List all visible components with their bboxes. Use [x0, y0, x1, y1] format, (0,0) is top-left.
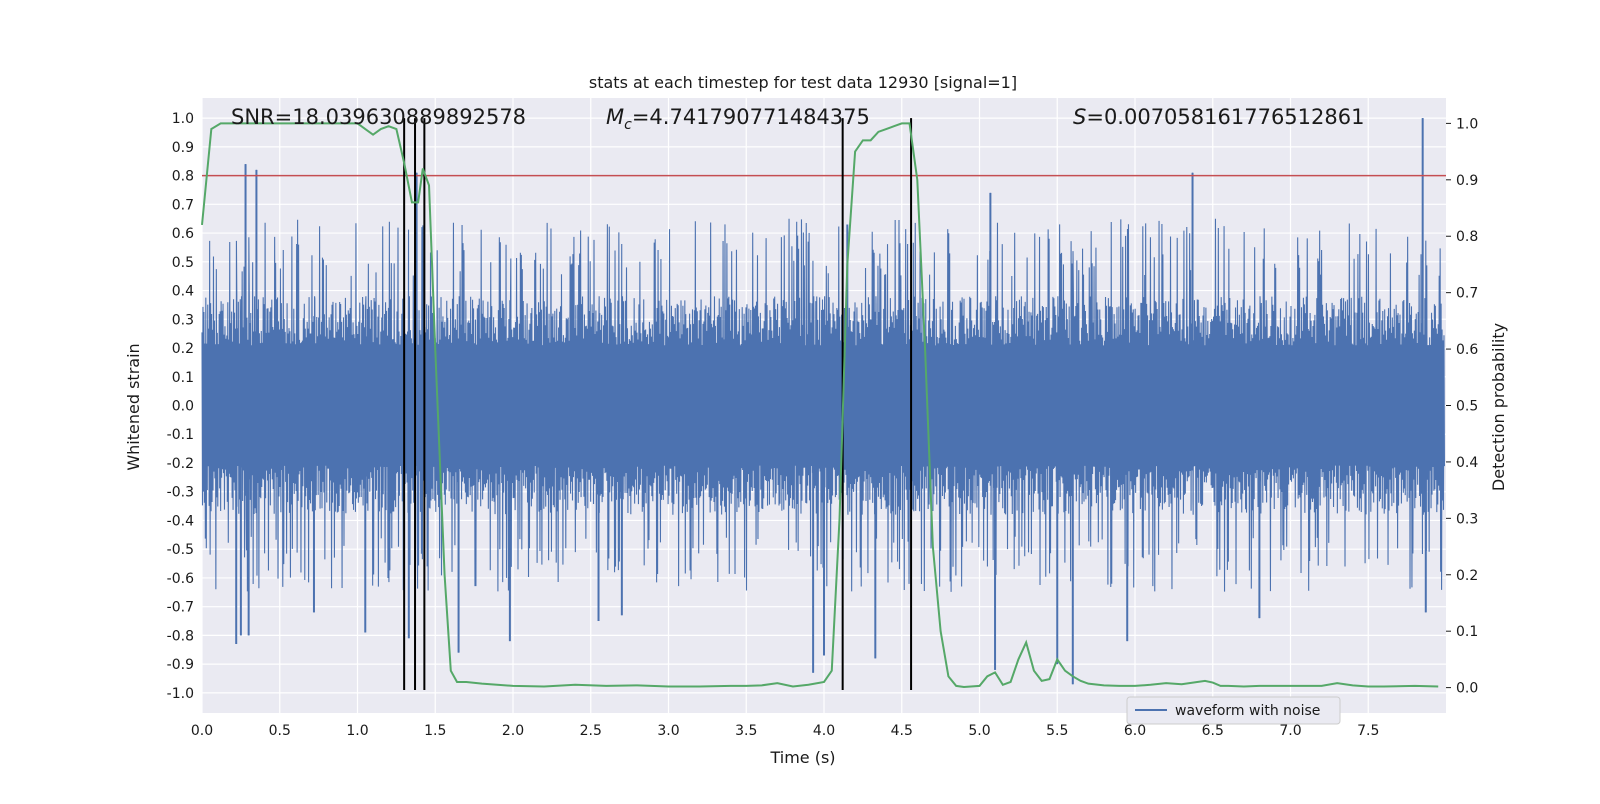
y-left-tick-label: 1.0 — [172, 111, 194, 127]
y-axis-left-label: Whitened strain — [124, 343, 143, 470]
y-left-tick-label: 0.9 — [172, 140, 194, 156]
y-left-tick-label: -0.3 — [167, 485, 194, 501]
chart-title: stats at each timestep for test data 129… — [589, 73, 1017, 92]
y-right-tick-label: 0.8 — [1456, 229, 1478, 245]
x-tick-label: 4.0 — [813, 723, 835, 739]
probability-series — [201, 122, 1439, 689]
chirp-mass-symbol: M — [606, 105, 624, 129]
y-left-tick-label: 0.2 — [172, 341, 194, 357]
y-left-tick-label: -0.6 — [167, 571, 194, 587]
y-left-tick-label: -0.4 — [167, 513, 194, 529]
x-tick-label: 5.0 — [968, 723, 990, 739]
legend-box — [1126, 696, 1341, 725]
x-tick-label: 5.5 — [1046, 723, 1068, 739]
x-tick-label: 2.5 — [580, 723, 602, 739]
y-left-tick-label: -0.2 — [167, 456, 194, 472]
y-right-tick-label: 0.5 — [1456, 399, 1478, 415]
y-left-tick-label: -0.5 — [167, 542, 194, 558]
y-left-tick-label: -0.9 — [167, 657, 194, 673]
snr-annotation: SNR=18.039630889892578 — [231, 105, 526, 129]
y-left-tick-label: 0.6 — [172, 226, 194, 242]
y-left-tick-label: -0.7 — [167, 600, 194, 616]
x-tick-label: 3.5 — [735, 723, 757, 739]
x-tick-label: 4.5 — [891, 723, 913, 739]
y-right-tick-label: 0.9 — [1456, 173, 1478, 189]
y-right-tick-label: 0.6 — [1456, 342, 1478, 358]
x-tick-label: 3.0 — [657, 723, 679, 739]
y-left-tick-label: 0.8 — [172, 169, 194, 185]
x-tick-label: 6.0 — [1124, 723, 1146, 739]
chirp-mass-value: =4.741790771484375 — [632, 105, 870, 129]
y-axis-right-ticks: 1.0 0.9 0.8 0.7 0.6 0.5 0.4 0.3 0.2 0.1 0.0 — [1446, 116, 1478, 697]
y-left-tick-label: 0.0 — [172, 399, 194, 415]
x-tick-label: 7.5 — [1357, 723, 1379, 739]
y-left-tick-label: 0.3 — [172, 312, 194, 328]
y-right-tick-label: 0.1 — [1456, 624, 1478, 640]
legend-entry: waveform with noise — [1175, 703, 1320, 719]
x-tick-label: 1.5 — [424, 723, 446, 739]
chirp-mass-subscript: c — [624, 117, 632, 133]
y-left-tick-label: -0.1 — [167, 427, 194, 443]
waveform-series — [201, 118, 1445, 685]
legend: waveform with noise — [1126, 696, 1341, 725]
y-right-tick-label: 0.4 — [1456, 455, 1478, 471]
s-annotation: S=0.007058161776512861 — [1073, 105, 1364, 129]
y-left-tick-label: 0.4 — [172, 284, 194, 300]
waveform-line — [201, 118, 1445, 685]
chirp-mass-annotation: Mc=4.741790771484375 — [606, 105, 870, 133]
y-right-tick-label: 0.3 — [1456, 511, 1478, 527]
y-right-tick-label: 1.0 — [1456, 116, 1478, 132]
s-symbol: S — [1073, 105, 1086, 129]
y-left-tick-label: 0.1 — [172, 370, 194, 386]
x-tick-label: 2.0 — [502, 723, 524, 739]
x-tick-label: 0.0 — [191, 723, 213, 739]
y-axis-left-ticks: 1.0 0.9 0.8 0.7 0.6 0.5 0.4 0.3 0.2 0.1 0.0 -0.1 -0.… — [167, 111, 194, 702]
x-axis-ticks: 0.0 0.5 1.0 1.5 2.0 2.5 3.0 3.5 4.0 4.5 5.0 5.5 6.0 6… — [191, 723, 1380, 739]
y-right-tick-label: 0.0 — [1456, 681, 1478, 697]
x-axis-label: Time (s) — [769, 748, 835, 767]
y-right-tick-label: 0.7 — [1456, 286, 1478, 302]
s-value: =0.007058161776512861 — [1086, 105, 1364, 129]
x-tick-label: 7.0 — [1279, 723, 1301, 739]
y-right-tick-label: 0.2 — [1456, 568, 1478, 584]
detection-probability-line — [201, 122, 1439, 689]
y-left-tick-label: -1.0 — [167, 686, 194, 702]
x-tick-label: 1.0 — [346, 723, 368, 739]
x-tick-label: 6.5 — [1202, 723, 1224, 739]
y-left-tick-label: 0.5 — [172, 255, 194, 271]
y-left-tick-label: -0.8 — [167, 628, 194, 644]
x-tick-label: 0.5 — [269, 723, 291, 739]
y-left-tick-label: 0.7 — [172, 197, 194, 213]
y-axis-right-label: Detection probability — [1489, 323, 1508, 491]
